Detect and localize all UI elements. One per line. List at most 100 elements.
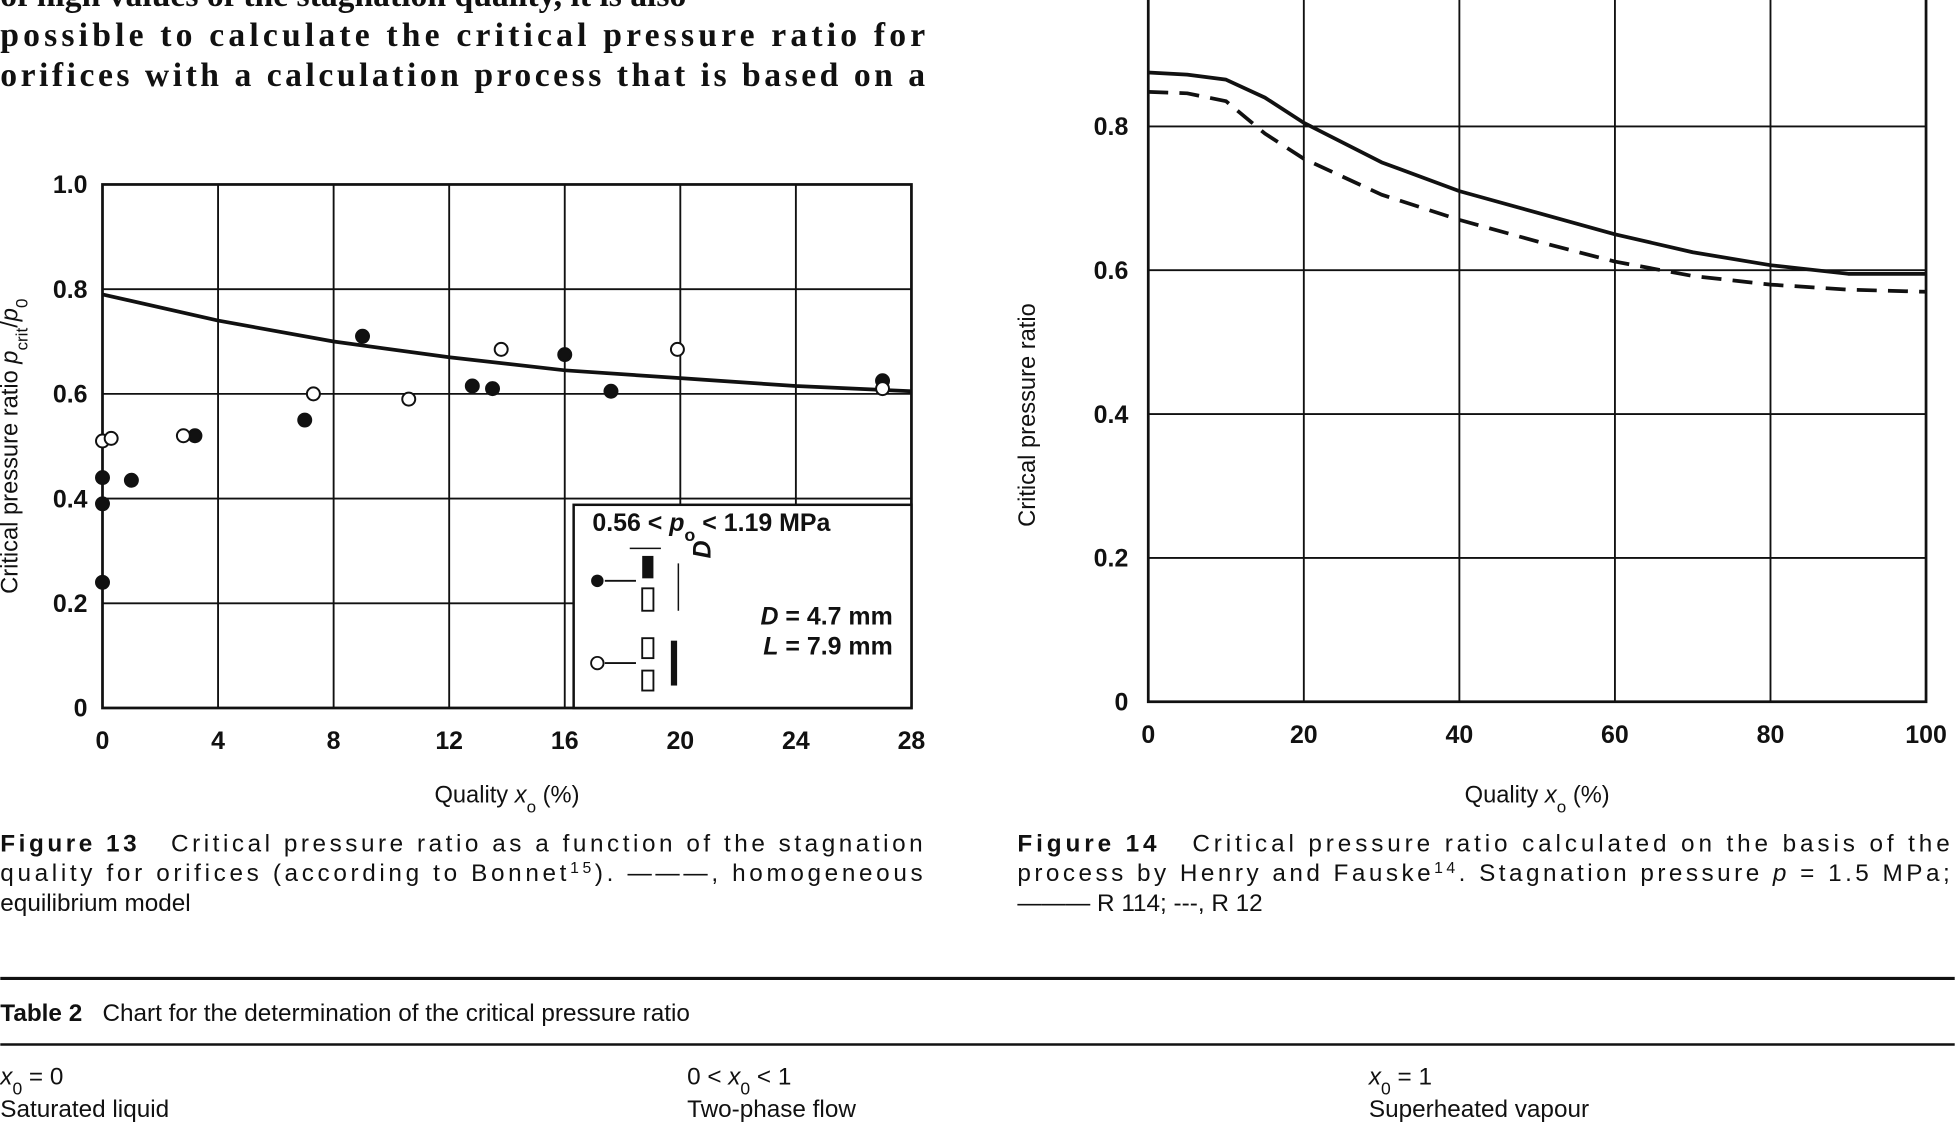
table-cell: 0 < x0 < 1 — [687, 1063, 791, 1098]
text-segment: quality for orifices (according to Bonne… — [0, 860, 566, 887]
y-tick-label: 0.6 — [53, 381, 88, 409]
text-segment: ——— R 114; ---, R 12 — [1017, 890, 1262, 917]
body-text-line: orifices with a calculation process that… — [0, 57, 925, 94]
x-tick-label: 20 — [1290, 721, 1318, 749]
text-segment: crit — [12, 328, 31, 351]
inset-open-symbol — [590, 655, 605, 671]
data-point — [875, 381, 891, 397]
y-tick-label: 0.8 — [53, 276, 88, 304]
x-tick-label: 24 — [782, 727, 810, 755]
y-tick-label: 0 — [1114, 688, 1128, 716]
data-point — [669, 341, 685, 357]
data-point — [123, 472, 139, 488]
text-segment: < 1 — [750, 1063, 791, 1090]
text-segment: Critical pressure ratio — [0, 364, 24, 594]
text-segment: Critical pressure ratio — [1015, 303, 1041, 527]
data-point — [305, 386, 321, 402]
figure-caption-line: Figure 13 Critical pressure ratio as a f… — [0, 830, 922, 857]
x-tick-label: 0 — [96, 727, 110, 755]
data-point — [485, 381, 501, 397]
x-tick-label: 40 — [1446, 721, 1474, 749]
text-segment: Quality — [434, 783, 514, 809]
text-segment: = 1 — [1391, 1063, 1432, 1090]
data-point — [603, 383, 619, 399]
text-segment: / — [0, 321, 24, 328]
x-tick-label: 20 — [666, 727, 694, 755]
text-segment: x — [1544, 783, 1558, 809]
data-point — [493, 341, 509, 357]
x-axis-label: Quality xo (%) — [434, 783, 579, 817]
text-segment: Critical pressure ratio calculated on th… — [1160, 830, 1949, 857]
data-point — [95, 574, 110, 590]
x-tick-label: 12 — [435, 727, 463, 755]
data-point — [95, 496, 110, 512]
data-point — [95, 470, 110, 486]
text-segment: 0 — [1381, 1078, 1391, 1098]
text-segment: (%) — [1566, 783, 1609, 809]
figure-caption-line: quality for orifices (according to Bonne… — [0, 860, 922, 888]
table-title: Table 2 Chart for the determination of t… — [0, 1000, 690, 1027]
y-tick-label: 1.0 — [53, 171, 88, 199]
x-tick-label: 0 — [1141, 721, 1155, 749]
data-line — [1148, 70, 1927, 276]
y-tick-label: 0.2 — [1094, 545, 1129, 573]
text-segment: (%) — [536, 783, 579, 809]
text-segment: 0 — [12, 299, 31, 308]
text-segment: 0 — [740, 1078, 750, 1098]
text-segment: Quality — [1465, 783, 1545, 809]
y-tick-label: 0 — [74, 695, 88, 723]
x-tick-label: 8 — [327, 727, 341, 755]
text-segment: Figure 14 — [1017, 830, 1157, 857]
text-segment: x — [727, 1063, 741, 1090]
y-tick-label: 0.6 — [1094, 257, 1129, 285]
text-segment: = 0 — [22, 1063, 63, 1090]
text-segment: x — [0, 1063, 13, 1090]
data-point — [297, 412, 313, 428]
x-tick-label: 80 — [1757, 721, 1785, 749]
inset-orifice — [642, 555, 654, 579]
text-segment: 14 — [1434, 860, 1455, 877]
text-segment: Superheated vapour — [1369, 1096, 1589, 1123]
y-tick-label: 0.4 — [1094, 401, 1129, 429]
text-segment: L — [763, 632, 778, 660]
text-segment: process by Henry and Fauske — [1017, 860, 1430, 887]
text-segment: 15 — [570, 860, 591, 877]
text-segment: 0 < — [687, 1063, 728, 1090]
inset-orifice — [641, 587, 655, 612]
x-tick-label: 28 — [898, 727, 926, 755]
text-segment: o — [684, 525, 695, 545]
y-tick-label: 0.8 — [1094, 113, 1129, 141]
text-segment: p — [668, 509, 684, 537]
text-segment: equilibrium model — [0, 890, 190, 917]
y-axis-label: Critical pressure ratio — [1015, 303, 1041, 527]
text-segment: Chart for the determination of the criti… — [82, 1000, 690, 1027]
text-segment: p — [0, 351, 24, 365]
inset-orifice — [641, 669, 655, 692]
text-segment: 0 — [12, 1078, 22, 1098]
table-cell: x0 = 0 — [0, 1063, 63, 1098]
table-cell: Superheated vapour — [1369, 1096, 1589, 1123]
text-segment: x — [1368, 1063, 1382, 1090]
data-point — [464, 378, 480, 394]
inset-box — [572, 503, 913, 710]
x-tick-label: 100 — [1905, 721, 1947, 749]
y-axis-label: Critical pressure ratio pcrit/p0 — [0, 299, 31, 594]
text-segment: ). ———, homogeneous — [595, 860, 923, 887]
body-text-line: possible to calculate the critical press… — [0, 17, 925, 54]
text-segment: p — [0, 308, 24, 322]
data-point — [103, 430, 119, 446]
data-point — [557, 347, 573, 363]
table-cell: x0 = 1 — [1368, 1063, 1432, 1098]
x-axis-label: Quality xo (%) — [1465, 783, 1610, 817]
text-segment: x — [514, 783, 528, 809]
y-tick-label: 0.4 — [53, 485, 88, 513]
inset-range: 0.56 < po < 1.19 MPa — [592, 509, 831, 545]
inset-orifice-length — [670, 640, 678, 686]
data-line — [102, 292, 912, 394]
chart: 0 0.2 0.4 0.6 0.8 1.0 0 4 8 12 16 20 24 28 Quality xo … — [0, 171, 925, 917]
text-segment: D — [761, 602, 779, 630]
inset-symbol: D — [689, 540, 717, 558]
